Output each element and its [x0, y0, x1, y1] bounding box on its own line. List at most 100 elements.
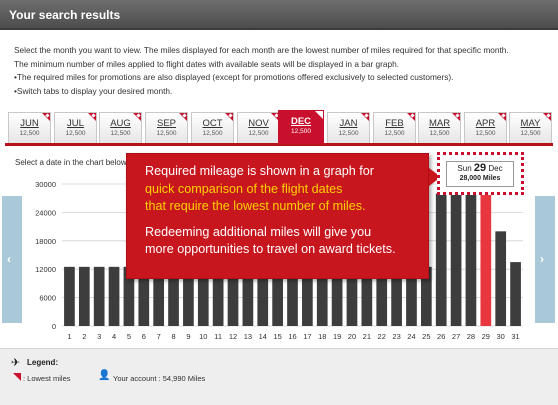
x-tick-label: 25	[422, 332, 430, 341]
tooltip-day-name: Sun	[457, 164, 472, 173]
lowest-miles-flag-icon	[88, 113, 96, 121]
tab-month: SEP	[156, 118, 176, 129]
tab-month: MAY	[520, 118, 541, 129]
x-tick-label: 31	[511, 332, 519, 341]
bar-day-31[interactable]	[510, 262, 521, 326]
tab-month: APR	[475, 118, 496, 129]
x-tick-label: 23	[392, 332, 400, 341]
bar-day-18[interactable]	[316, 266, 328, 326]
callout-highlight: that require the lowest number of miles.	[145, 199, 366, 213]
bar-day-10[interactable]	[197, 266, 209, 326]
bar-day-14[interactable]	[257, 266, 269, 326]
bar-day-6[interactable]	[138, 266, 150, 326]
tab-miles: 12,500	[475, 130, 496, 137]
results-header: Your search results	[0, 0, 558, 30]
x-tick-label: 18	[318, 332, 326, 341]
bar-day-22[interactable]	[376, 266, 388, 326]
x-tick-label: 2	[82, 332, 86, 341]
y-tick-label: 24000	[35, 208, 56, 217]
bar-day-23[interactable]	[391, 266, 402, 326]
intro-line: Select the month you want to view. The m…	[14, 45, 509, 55]
tab-month: OCT	[202, 118, 223, 129]
x-tick-label: 13	[244, 332, 252, 341]
bar-day-30[interactable]	[495, 231, 507, 326]
tab-miles: 12,500	[65, 130, 86, 137]
tab-jun[interactable]: JUN 12,500	[8, 112, 51, 143]
bar-day-3[interactable]	[93, 266, 105, 326]
bar-day-2[interactable]	[78, 266, 90, 326]
bar-day-29[interactable]	[480, 193, 492, 326]
tab-month: MAR	[428, 118, 451, 129]
tab-miles: 12,500	[291, 128, 311, 135]
bar-day-5[interactable]	[123, 266, 135, 326]
bar-day-21[interactable]	[361, 266, 373, 326]
x-tick-label: 29	[482, 332, 490, 341]
user-icon: 👤	[98, 370, 111, 381]
bar-day-9[interactable]	[183, 266, 194, 326]
info-callout: Required mileage is shown in a graph for…	[126, 153, 429, 279]
tab-miles: 12,500	[110, 130, 131, 137]
tab-miles: 12,500	[384, 130, 405, 137]
prev-month-button[interactable]: ‹	[2, 196, 22, 323]
y-tick-label: 0	[52, 322, 56, 331]
bar-day-13[interactable]	[242, 266, 254, 326]
tab-miles: 12,500	[338, 130, 359, 137]
tab-jan[interactable]: JAN 12,500	[327, 112, 370, 143]
bar-day-28[interactable]	[465, 193, 477, 326]
bar-day-24[interactable]	[406, 266, 417, 326]
tab-feb[interactable]: FEB 12,500	[373, 112, 416, 143]
x-tick-label: 8	[171, 332, 175, 341]
airplane-icon: ✈	[11, 357, 21, 369]
intro-text: Select the month you want to view. The m…	[14, 44, 549, 98]
tab-month: AUG	[110, 118, 131, 129]
x-tick-label: 7	[157, 332, 161, 341]
tab-jul[interactable]: JUL 12,500	[54, 112, 97, 143]
tooltip-month: Dec	[488, 164, 503, 173]
bar-day-15[interactable]	[272, 266, 283, 326]
bar-day-1[interactable]	[64, 266, 75, 326]
legend-lowest-miles: : Lowest miles	[23, 374, 71, 383]
callout-paragraph-1: Required mileage is shown in a graph for…	[145, 163, 428, 216]
tab-oct[interactable]: OCT 12,500	[191, 112, 234, 143]
x-tick-label: 6	[142, 332, 146, 341]
lowest-miles-flag-icon	[133, 113, 141, 121]
tab-miles: 12,500	[429, 130, 450, 137]
tab-apr[interactable]: APR 12,500	[464, 112, 507, 143]
tab-month: JUN	[20, 118, 39, 129]
bar-day-25[interactable]	[420, 266, 432, 326]
bar-day-20[interactable]	[346, 266, 358, 326]
bar-day-27[interactable]	[450, 193, 462, 326]
tab-nov[interactable]: NOV 12,500	[237, 112, 280, 143]
tab-miles: 12,500	[520, 130, 541, 137]
tooltip-miles: 28,000 Miles	[459, 175, 501, 182]
tab-sep[interactable]: SEP 12,500	[145, 112, 188, 143]
tab-month: JAN	[339, 118, 358, 129]
tab-dec[interactable]: DEC 12,500	[278, 110, 324, 144]
tab-miles: 12,500	[156, 130, 177, 137]
page-title: Your search results	[9, 8, 121, 22]
callout-paragraph-2: Redeeming additional miles will give you…	[145, 224, 428, 259]
tooltip-content: Sun 29 Dec 28,000 Miles	[446, 161, 514, 187]
x-tick-label: 15	[273, 332, 281, 341]
lowest-miles-flag-icon	[498, 113, 506, 121]
tab-may[interactable]: MAY 12,500	[509, 112, 552, 143]
bar-day-17[interactable]	[302, 266, 313, 326]
lowest-miles-flag-icon	[179, 113, 187, 121]
bar-day-12[interactable]	[227, 266, 239, 326]
bar-day-11[interactable]	[212, 266, 224, 326]
tab-aug[interactable]: AUG 12,500	[99, 112, 142, 143]
bar-day-16[interactable]	[287, 266, 298, 326]
tab-month: NOV	[248, 118, 269, 129]
bar-day-19[interactable]	[331, 266, 343, 326]
tab-mar[interactable]: MAR 12,500	[418, 112, 461, 143]
x-tick-label: 3	[97, 332, 101, 341]
bar-day-8[interactable]	[168, 266, 179, 326]
bar-day-7[interactable]	[153, 266, 165, 326]
bar-day-26[interactable]	[435, 193, 447, 326]
x-tick-label: 14	[259, 332, 267, 341]
y-tick-label: 12000	[35, 265, 56, 274]
bar-day-4[interactable]	[108, 266, 120, 326]
x-tick-label: 28	[467, 332, 475, 341]
next-month-button[interactable]: ›	[535, 196, 555, 323]
tab-miles: 12,500	[248, 130, 269, 137]
